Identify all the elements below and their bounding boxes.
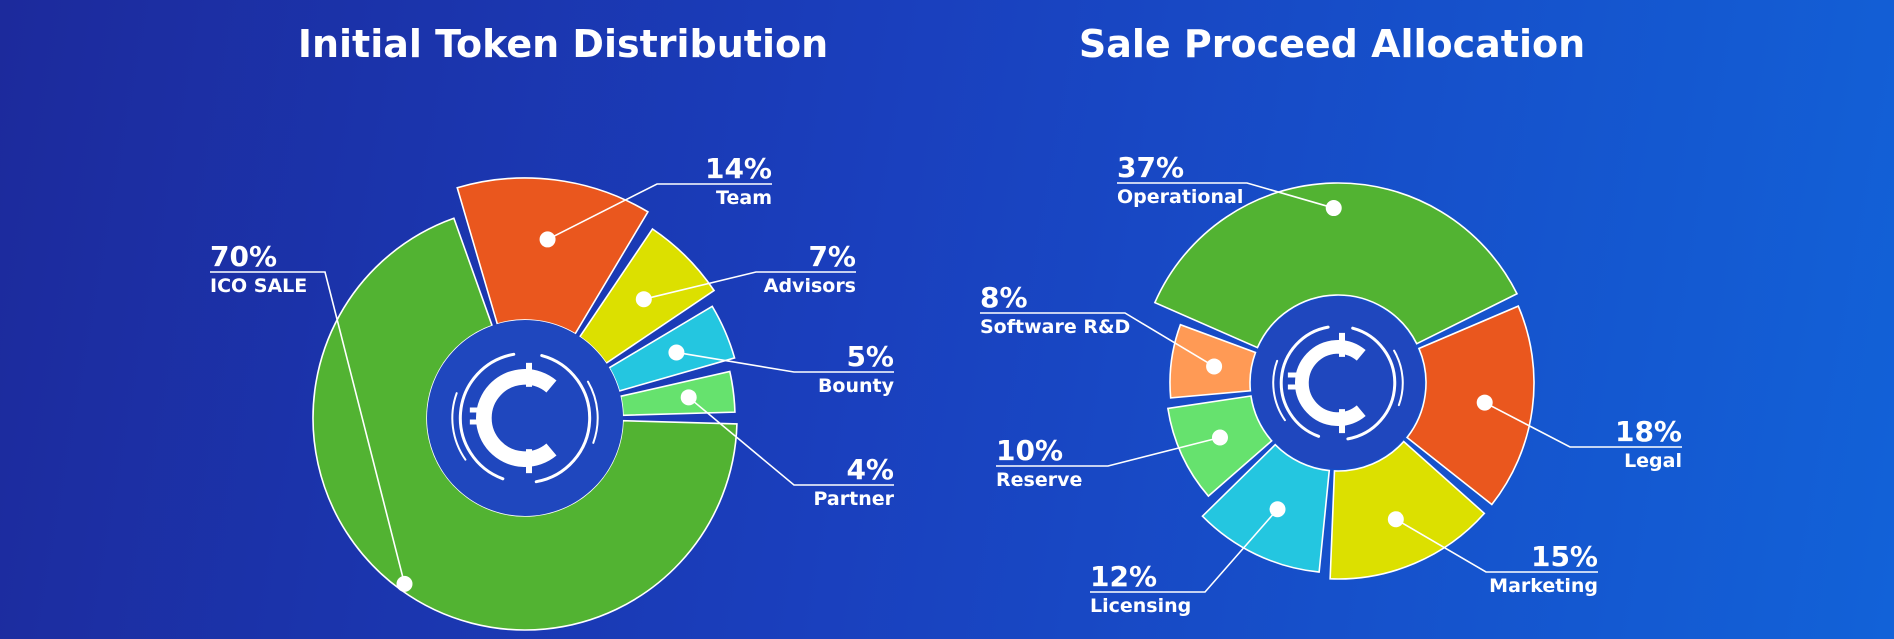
slice-label-team: Team — [716, 187, 772, 209]
slice-percent-advisors: 7% — [808, 240, 856, 273]
slice-percent-team: 14% — [705, 152, 772, 185]
slice-label-legal: Legal — [1624, 450, 1682, 472]
slice-percent-ico-sale: 70% — [210, 240, 277, 273]
leader-line-partner — [688, 396, 894, 486]
slice-label-reserve: Reserve — [996, 469, 1082, 491]
leader-line-reserve — [996, 436, 1221, 467]
slice-label-advisors: Advisors — [764, 275, 856, 297]
slice-label-bounty: Bounty — [818, 375, 895, 397]
hub-disc — [427, 320, 623, 516]
slice-percent-partner: 4% — [846, 453, 894, 486]
leader-line-operational — [1117, 182, 1334, 209]
leader-line-bounty — [676, 351, 894, 373]
chart-title: Sale Proceed Allocation — [1079, 22, 1585, 66]
slice-percent-legal: 18% — [1615, 415, 1682, 448]
slice-marketing — [1329, 440, 1486, 580]
leader-line-software-r-d — [980, 312, 1215, 368]
coin-c-icon — [1272, 325, 1404, 441]
slice-licensing — [1201, 443, 1331, 573]
slice-percent-operational: 37% — [1117, 151, 1184, 184]
coin-c-icon — [451, 352, 599, 484]
slice-percent-licensing: 12% — [1090, 560, 1157, 593]
leader-line-legal — [1484, 401, 1682, 448]
slice-percent-bounty: 5% — [846, 340, 894, 373]
slice-label-licensing: Licensing — [1090, 595, 1191, 617]
slice-label-operational: Operational — [1117, 186, 1243, 208]
hub-disc — [1252, 297, 1424, 469]
slice-legal — [1405, 305, 1535, 506]
slice-percent-reserve: 10% — [996, 434, 1063, 467]
slice-reserve — [1166, 395, 1273, 498]
leader-line-marketing — [1395, 518, 1598, 573]
slice-label-partner: Partner — [814, 488, 895, 510]
slice-percent-marketing: 15% — [1531, 540, 1598, 573]
slice-label-software-r-d: Software R&D — [980, 316, 1130, 338]
leader-line-team — [547, 183, 772, 241]
slice-percent-software-r-d: 8% — [980, 281, 1028, 314]
slice-operational — [1153, 182, 1519, 349]
leader-line-ico-sale — [210, 271, 406, 585]
leader-line-licensing — [1090, 508, 1279, 593]
slice-label-marketing: Marketing — [1489, 575, 1598, 597]
chart-sale-proceed-allocation: Sale Proceed Allocation 37%Operational 18… — [980, 22, 1682, 617]
slice-label-ico-sale: ICO SALE — [210, 275, 307, 297]
chart-initial-token-distribution: Initial Token Distribution 70%ICO SALE 14… — [210, 22, 895, 631]
chart-title: Initial Token Distribution — [298, 22, 828, 66]
leader-line-advisors — [643, 271, 856, 300]
